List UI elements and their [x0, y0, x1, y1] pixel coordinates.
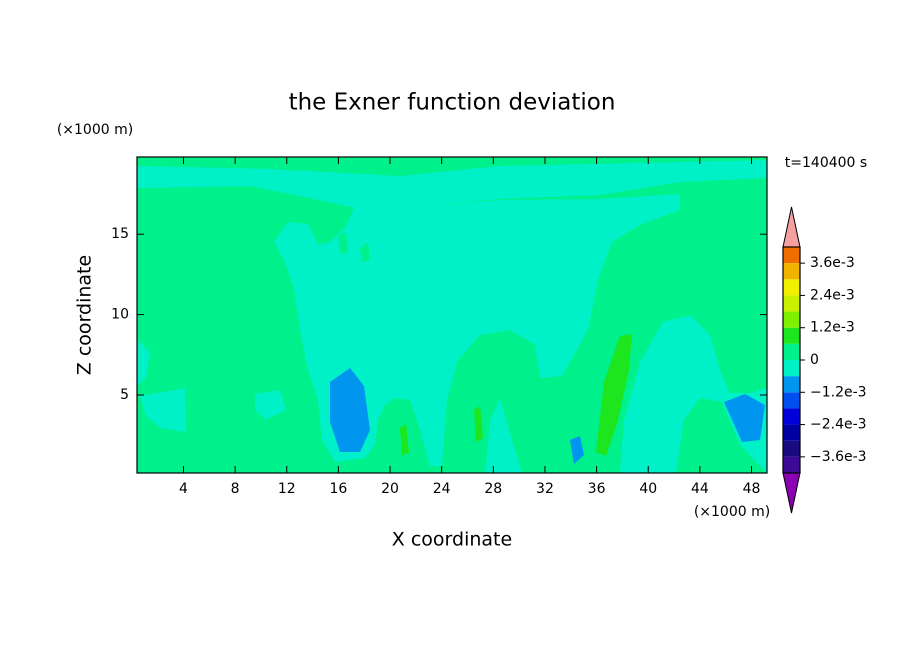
colorbar-band [783, 263, 800, 280]
colorbar-band [783, 343, 800, 360]
colorbar-over [782, 206, 801, 248]
x-tick-label: 4 [179, 481, 188, 497]
contour-region [137, 340, 150, 386]
chart-title: the Exner function deviation [289, 90, 616, 116]
colorbar-band [783, 408, 800, 425]
x-tick-label: 48 [743, 481, 761, 497]
y-axis-label: Z coordinate [74, 255, 96, 375]
colorbar-band [783, 392, 800, 409]
y-unit: (×1000 m) [57, 122, 133, 138]
contour-region [330, 368, 370, 452]
contour-region [140, 388, 186, 432]
colorbar-band [783, 295, 800, 312]
contour-region [274, 194, 680, 466]
contour-region [596, 334, 632, 456]
x-tick-label: 36 [588, 481, 606, 497]
contour-region [137, 160, 767, 209]
colorbar-tick-label: −3.6e-3 [810, 449, 867, 465]
colorbar-tick-label: 0 [810, 352, 819, 368]
x-axis-label: X coordinate [392, 529, 512, 551]
contour-region [338, 232, 348, 254]
y-tick-label: 10 [111, 307, 129, 323]
colorbar-band [783, 376, 800, 393]
y-tick-label: 15 [111, 226, 129, 242]
x-tick-label: 24 [433, 481, 451, 497]
x-tick-label: 20 [381, 481, 399, 497]
colorbar-tick-label: 3.6e-3 [810, 255, 855, 271]
x-tick-label: 32 [536, 481, 554, 497]
contour-region [474, 406, 483, 442]
x-tick-label: 28 [484, 481, 502, 497]
contour-region [724, 394, 765, 442]
contour-region [360, 242, 370, 262]
contour-region [400, 424, 409, 456]
contour-region [570, 436, 584, 464]
x-tick-label: 16 [329, 481, 347, 497]
colorbar-band [783, 440, 800, 457]
colorbar-band [783, 279, 800, 296]
colorbar-band [783, 311, 800, 328]
contour-region [255, 390, 286, 420]
colorbar-band [783, 327, 800, 344]
y-tick-label: 5 [120, 387, 129, 403]
colorbar-band [783, 456, 800, 473]
colorbar-band [783, 360, 800, 377]
colorbar-tick-label: 1.2e-3 [810, 320, 855, 336]
colorbar-tick-label: 2.4e-3 [810, 287, 855, 303]
contour-region [620, 315, 767, 473]
x-unit: (×1000 m) [694, 504, 770, 520]
colorbar-band [783, 247, 800, 264]
x-tick-label: 12 [278, 481, 296, 497]
x-tick-label: 44 [691, 481, 709, 497]
x-tick-label: 40 [639, 481, 657, 497]
colorbar-band [783, 424, 800, 441]
colorbar-tick-label: −1.2e-3 [810, 384, 867, 400]
contour-region [485, 398, 522, 473]
time-annotation: t=140400 s [785, 155, 867, 171]
colorbar-tick-label: −2.4e-3 [810, 417, 867, 433]
colorbar-under [782, 472, 801, 514]
x-tick-label: 8 [231, 481, 240, 497]
